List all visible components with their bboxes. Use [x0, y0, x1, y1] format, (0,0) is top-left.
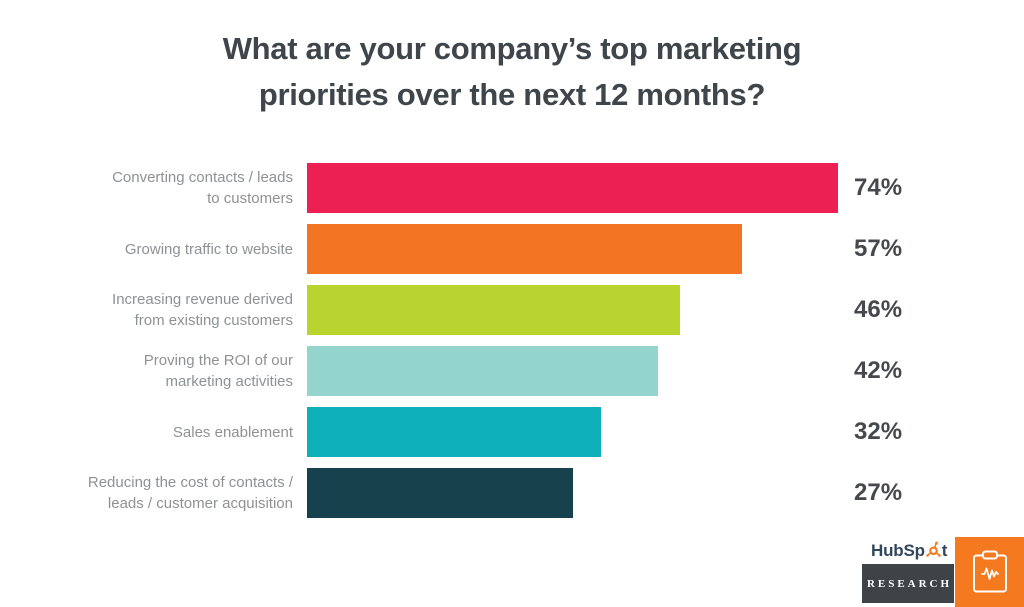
hubspot-sprocket-icon — [926, 541, 941, 557]
bar — [307, 285, 680, 335]
bar-track — [307, 468, 838, 518]
bar-track — [307, 224, 838, 274]
category-label: Converting contacts / leads to customers — [112, 169, 293, 207]
bar-chart: Converting contacts / leads to customers… — [60, 163, 902, 518]
hubspot-wordmark: HubSp t — [871, 540, 948, 560]
bar-track — [307, 346, 838, 396]
research-badge: RESEARCH — [862, 564, 954, 603]
bar-row: Proving the ROI of our marketing activit… — [60, 346, 902, 396]
bar-row: Sales enablement 32% — [60, 407, 902, 457]
category-label: Sales enablement — [172, 423, 293, 441]
bar-track — [307, 407, 838, 457]
category-label: Reducing the cost of contacts / leads / … — [87, 474, 293, 512]
hubspot-wordmark-post: t — [941, 540, 948, 560]
category-label: Proving the ROI of our marketing activit… — [143, 352, 293, 390]
value-label: 27% — [854, 479, 903, 506]
bar-track — [307, 163, 838, 213]
category-label: Increasing revenue derived from existing… — [112, 291, 293, 329]
bar-track — [307, 285, 838, 335]
chart-title: What are your company’s top marketing pr… — [222, 31, 802, 112]
bar — [307, 163, 838, 213]
research-badge-label: RESEARCH — [866, 577, 953, 590]
bar-row: Reducing the cost of contacts / leads / … — [60, 468, 902, 518]
value-label: 46% — [854, 296, 903, 323]
bar — [307, 407, 601, 457]
value-label: 32% — [854, 418, 903, 445]
bar-row: Increasing revenue derived from existing… — [60, 285, 902, 335]
value-label: 74% — [854, 174, 903, 201]
bar-row: Growing traffic to website 57% — [60, 224, 902, 274]
category-label: Growing traffic to website — [124, 240, 293, 258]
bar — [307, 346, 658, 396]
bar — [307, 468, 573, 518]
hubspot-wordmark-pre: HubSp — [871, 540, 925, 560]
research-logo-tile — [955, 537, 1024, 607]
bar — [307, 224, 742, 274]
value-label: 57% — [854, 235, 903, 262]
value-label: 42% — [854, 357, 903, 384]
clipboard-pulse-icon — [972, 550, 1007, 593]
bar-row: Converting contacts / leads to customers… — [60, 163, 902, 213]
